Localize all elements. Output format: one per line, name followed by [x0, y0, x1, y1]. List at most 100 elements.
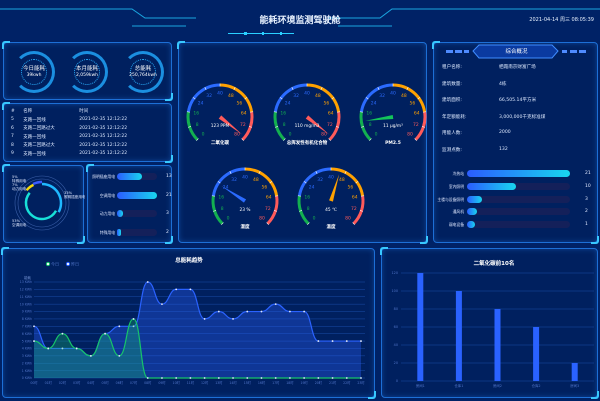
x-tick-label: 04时 — [87, 380, 95, 385]
data-point[interactable] — [147, 281, 149, 283]
data-point[interactable] — [218, 311, 220, 313]
pie-slice[interactable] — [27, 185, 34, 190]
data-point[interactable] — [232, 377, 234, 379]
legend-label[interactable]: 昨日 — [71, 261, 79, 267]
data-point[interactable] — [90, 355, 92, 357]
pie-slice[interactable] — [26, 193, 56, 219]
gauge-tick-label: 64 — [266, 195, 272, 201]
bar-fill — [467, 170, 570, 177]
bar[interactable] — [572, 363, 578, 381]
pie-label: 7%动力用电 — [12, 183, 27, 191]
data-point[interactable] — [118, 355, 120, 357]
data-point[interactable] — [161, 377, 163, 379]
x-tick-label: 02时 — [59, 380, 67, 385]
y-tick-label: 13 KWh — [20, 280, 32, 284]
data-point[interactable] — [261, 311, 263, 313]
data-point[interactable] — [218, 377, 220, 379]
bar[interactable] — [417, 273, 423, 381]
pie-slice[interactable] — [42, 184, 61, 212]
bar[interactable] — [495, 309, 501, 381]
data-point[interactable] — [289, 311, 291, 313]
data-point[interactable] — [204, 318, 206, 320]
data-point[interactable] — [33, 340, 35, 342]
col-index: # — [9, 107, 21, 116]
data-point[interactable] — [261, 377, 263, 379]
bar-value: 1 — [585, 222, 588, 227]
data-point[interactable] — [204, 377, 206, 379]
data-point[interactable] — [189, 377, 191, 379]
data-point[interactable] — [317, 377, 319, 379]
data-point[interactable] — [317, 340, 319, 342]
data-point[interactable] — [118, 325, 120, 327]
data-point[interactable] — [303, 377, 305, 379]
bar-value: 21 — [585, 171, 591, 176]
datetime: 2021-04-14 周三 08:05:39 — [529, 16, 594, 23]
bar-label: 照明插座用电 — [88, 174, 115, 180]
y-tick-label: 40 — [394, 343, 398, 347]
y-tick-label: 10 KWh — [20, 302, 32, 306]
row-index: 6 — [9, 124, 21, 133]
bar[interactable] — [533, 327, 539, 381]
bar-track — [117, 229, 157, 236]
data-point[interactable] — [275, 377, 277, 379]
data-point[interactable] — [360, 340, 362, 342]
gauge-label: 温度 — [327, 223, 336, 230]
data-point[interactable] — [289, 377, 291, 379]
gauge-tick-label: 80 — [259, 215, 265, 221]
data-point[interactable] — [47, 348, 49, 350]
row-time: 2021-02-35 12:12:22 — [77, 116, 159, 125]
gauge-reading: 45 ℃ — [325, 207, 337, 213]
gauge-arc — [299, 169, 331, 196]
data-point[interactable] — [275, 303, 277, 305]
gauge-tick-label: 32 — [317, 177, 323, 183]
data-point[interactable] — [189, 288, 191, 290]
gauge-arc — [245, 169, 277, 196]
data-point[interactable] — [147, 377, 149, 379]
data-point[interactable] — [33, 325, 35, 327]
row-name: 支路一回线 — [21, 150, 77, 159]
data-point[interactable] — [246, 377, 248, 379]
gauge-arc — [275, 85, 307, 112]
legend-marker[interactable] — [46, 262, 49, 265]
gauge-tick-label: 48 — [315, 93, 321, 99]
data-point[interactable] — [175, 288, 177, 290]
data-point[interactable] — [332, 377, 334, 379]
x-tick-label: 01时 — [45, 380, 53, 385]
data-point[interactable] — [104, 333, 106, 335]
data-point[interactable] — [246, 311, 248, 313]
gauge-tick-label: 72 — [413, 122, 419, 128]
data-point[interactable] — [133, 318, 135, 320]
data-point[interactable] — [332, 340, 334, 342]
data-point[interactable] — [346, 340, 348, 342]
bar[interactable] — [456, 291, 462, 381]
page-title: 能耗环境监测驾驶舱 — [0, 13, 600, 26]
data-point[interactable] — [232, 318, 234, 320]
data-point[interactable] — [360, 377, 362, 379]
data-point[interactable] — [161, 303, 163, 305]
gauge-tick-label: 0 — [202, 131, 205, 137]
pie-slice[interactable] — [33, 182, 42, 184]
data-point[interactable] — [346, 377, 348, 379]
gauge-tick-label: 40 — [242, 175, 248, 181]
data-point[interactable] — [303, 311, 305, 313]
y-tick-label: 1 KWh — [22, 369, 32, 373]
bar-value: 3 — [585, 197, 588, 202]
data-point[interactable] — [62, 333, 64, 335]
data-point[interactable] — [76, 348, 78, 350]
x-tick-label: 14时 — [229, 380, 237, 385]
gauge-label: PM2.5 — [385, 140, 401, 146]
legend-label[interactable]: 今日 — [51, 261, 59, 267]
legend-marker[interactable] — [66, 262, 69, 265]
gauge-tick-label: 8 — [221, 206, 224, 212]
data-point[interactable] — [175, 377, 177, 379]
